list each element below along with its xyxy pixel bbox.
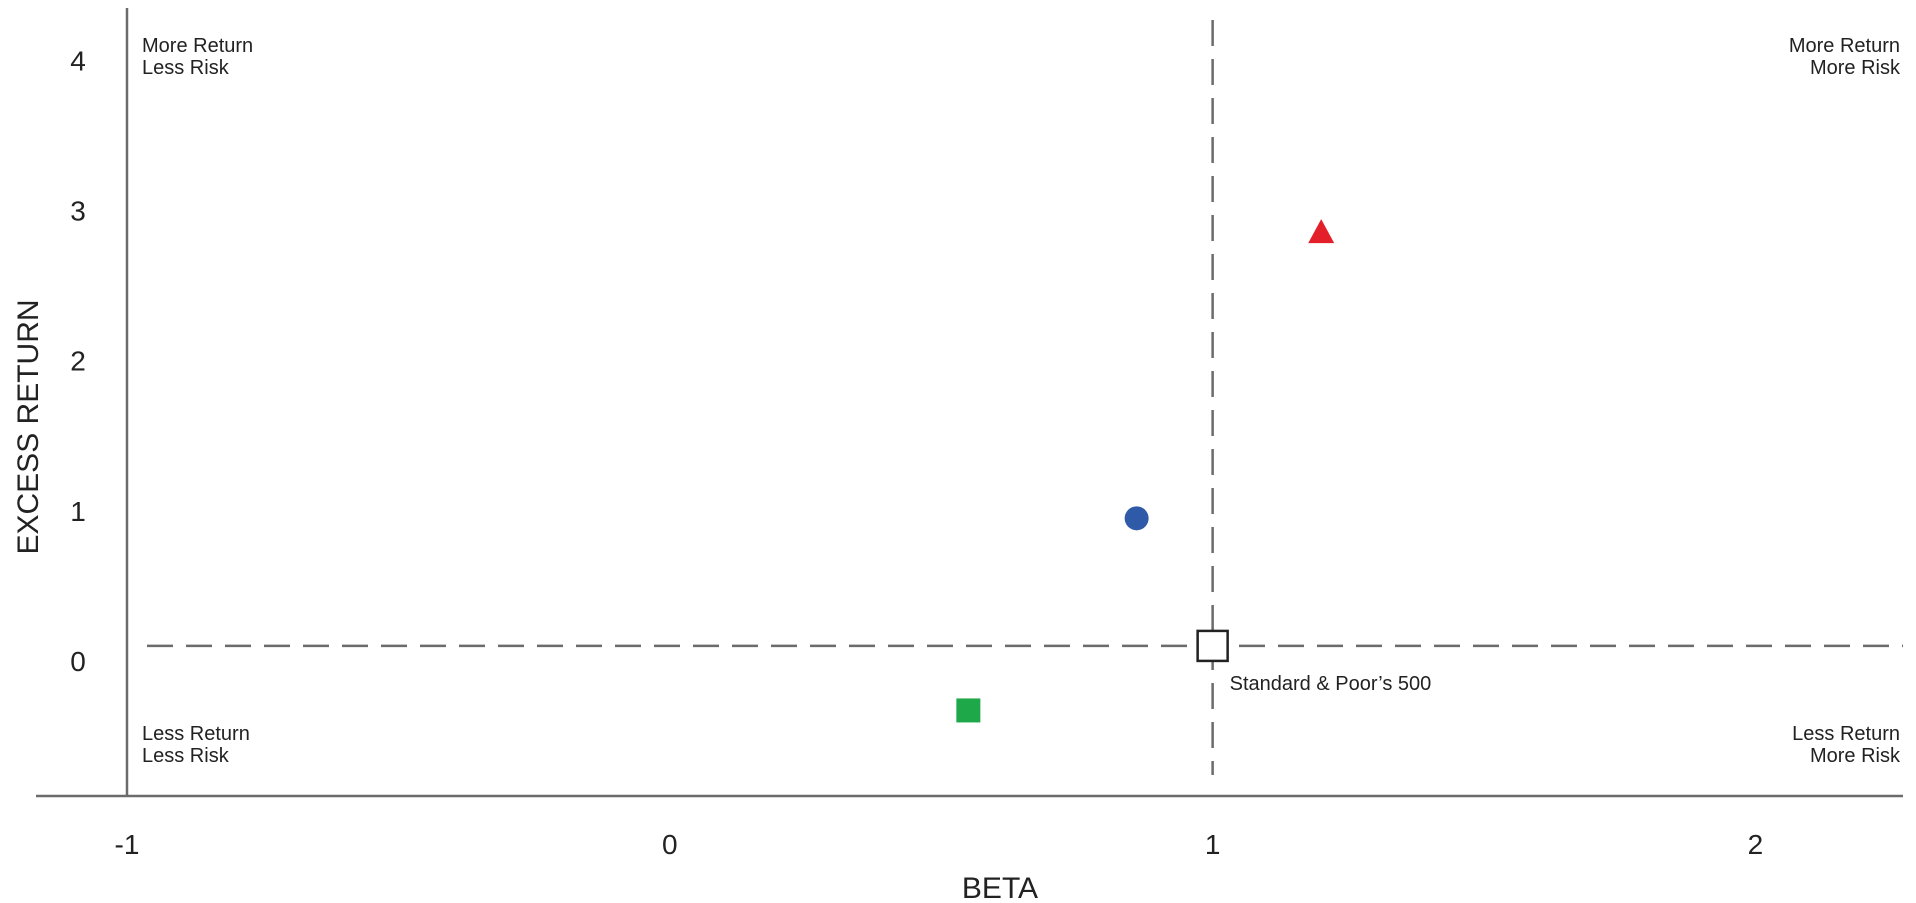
axes xyxy=(36,8,1903,798)
quadrant-label-line: Less Risk xyxy=(142,745,230,767)
quadrant-label-line: More Risk xyxy=(1810,745,1901,767)
green-square-marker xyxy=(956,698,981,723)
quadrant-label-line: More Risk xyxy=(1810,57,1901,79)
blue-circle-marker xyxy=(1124,506,1149,531)
y-axis-title: EXCESS RETURN xyxy=(12,299,45,554)
quadrant-label-bottom-right: Less Return More Risk xyxy=(1792,723,1901,767)
tick-labels: -1 0 1 2 0 1 2 3 4 xyxy=(70,46,1763,860)
x-axis-title: BETA xyxy=(962,872,1038,903)
quadrant-label-line: Less Risk xyxy=(142,57,230,79)
x-tick-label: -1 xyxy=(115,829,140,860)
x-tick-label: 2 xyxy=(1748,829,1764,860)
reference-lines xyxy=(147,20,1903,775)
y-tick-label: 0 xyxy=(70,646,86,677)
red-triangle-marker xyxy=(1308,219,1335,244)
y-tick-label: 1 xyxy=(70,496,86,527)
quadrant-label-line: More Return xyxy=(142,35,253,57)
quadrant-label-line: More Return xyxy=(1789,35,1900,57)
quadrant-label-line: Less Return xyxy=(1792,723,1900,745)
point-annotations: Standard & Poor’s 500 xyxy=(1230,673,1432,695)
y-tick-label: 3 xyxy=(70,196,86,227)
data-points xyxy=(956,219,1335,723)
x-tick-label: 0 xyxy=(662,829,678,860)
x-tick-label: 1 xyxy=(1205,829,1221,860)
sp500-marker xyxy=(1196,629,1229,663)
quadrant-label-line: Less Return xyxy=(142,723,250,745)
point-label: Standard & Poor’s 500 xyxy=(1230,673,1432,695)
quadrant-label-top-left: More Return Less Risk xyxy=(142,35,253,79)
quadrant-label-top-right: More Return More Risk xyxy=(1789,35,1901,79)
quadrant-label-bottom-left: Less Return Less Risk xyxy=(142,723,250,767)
y-tick-label: 2 xyxy=(70,346,86,377)
y-tick-label: 4 xyxy=(70,46,86,77)
